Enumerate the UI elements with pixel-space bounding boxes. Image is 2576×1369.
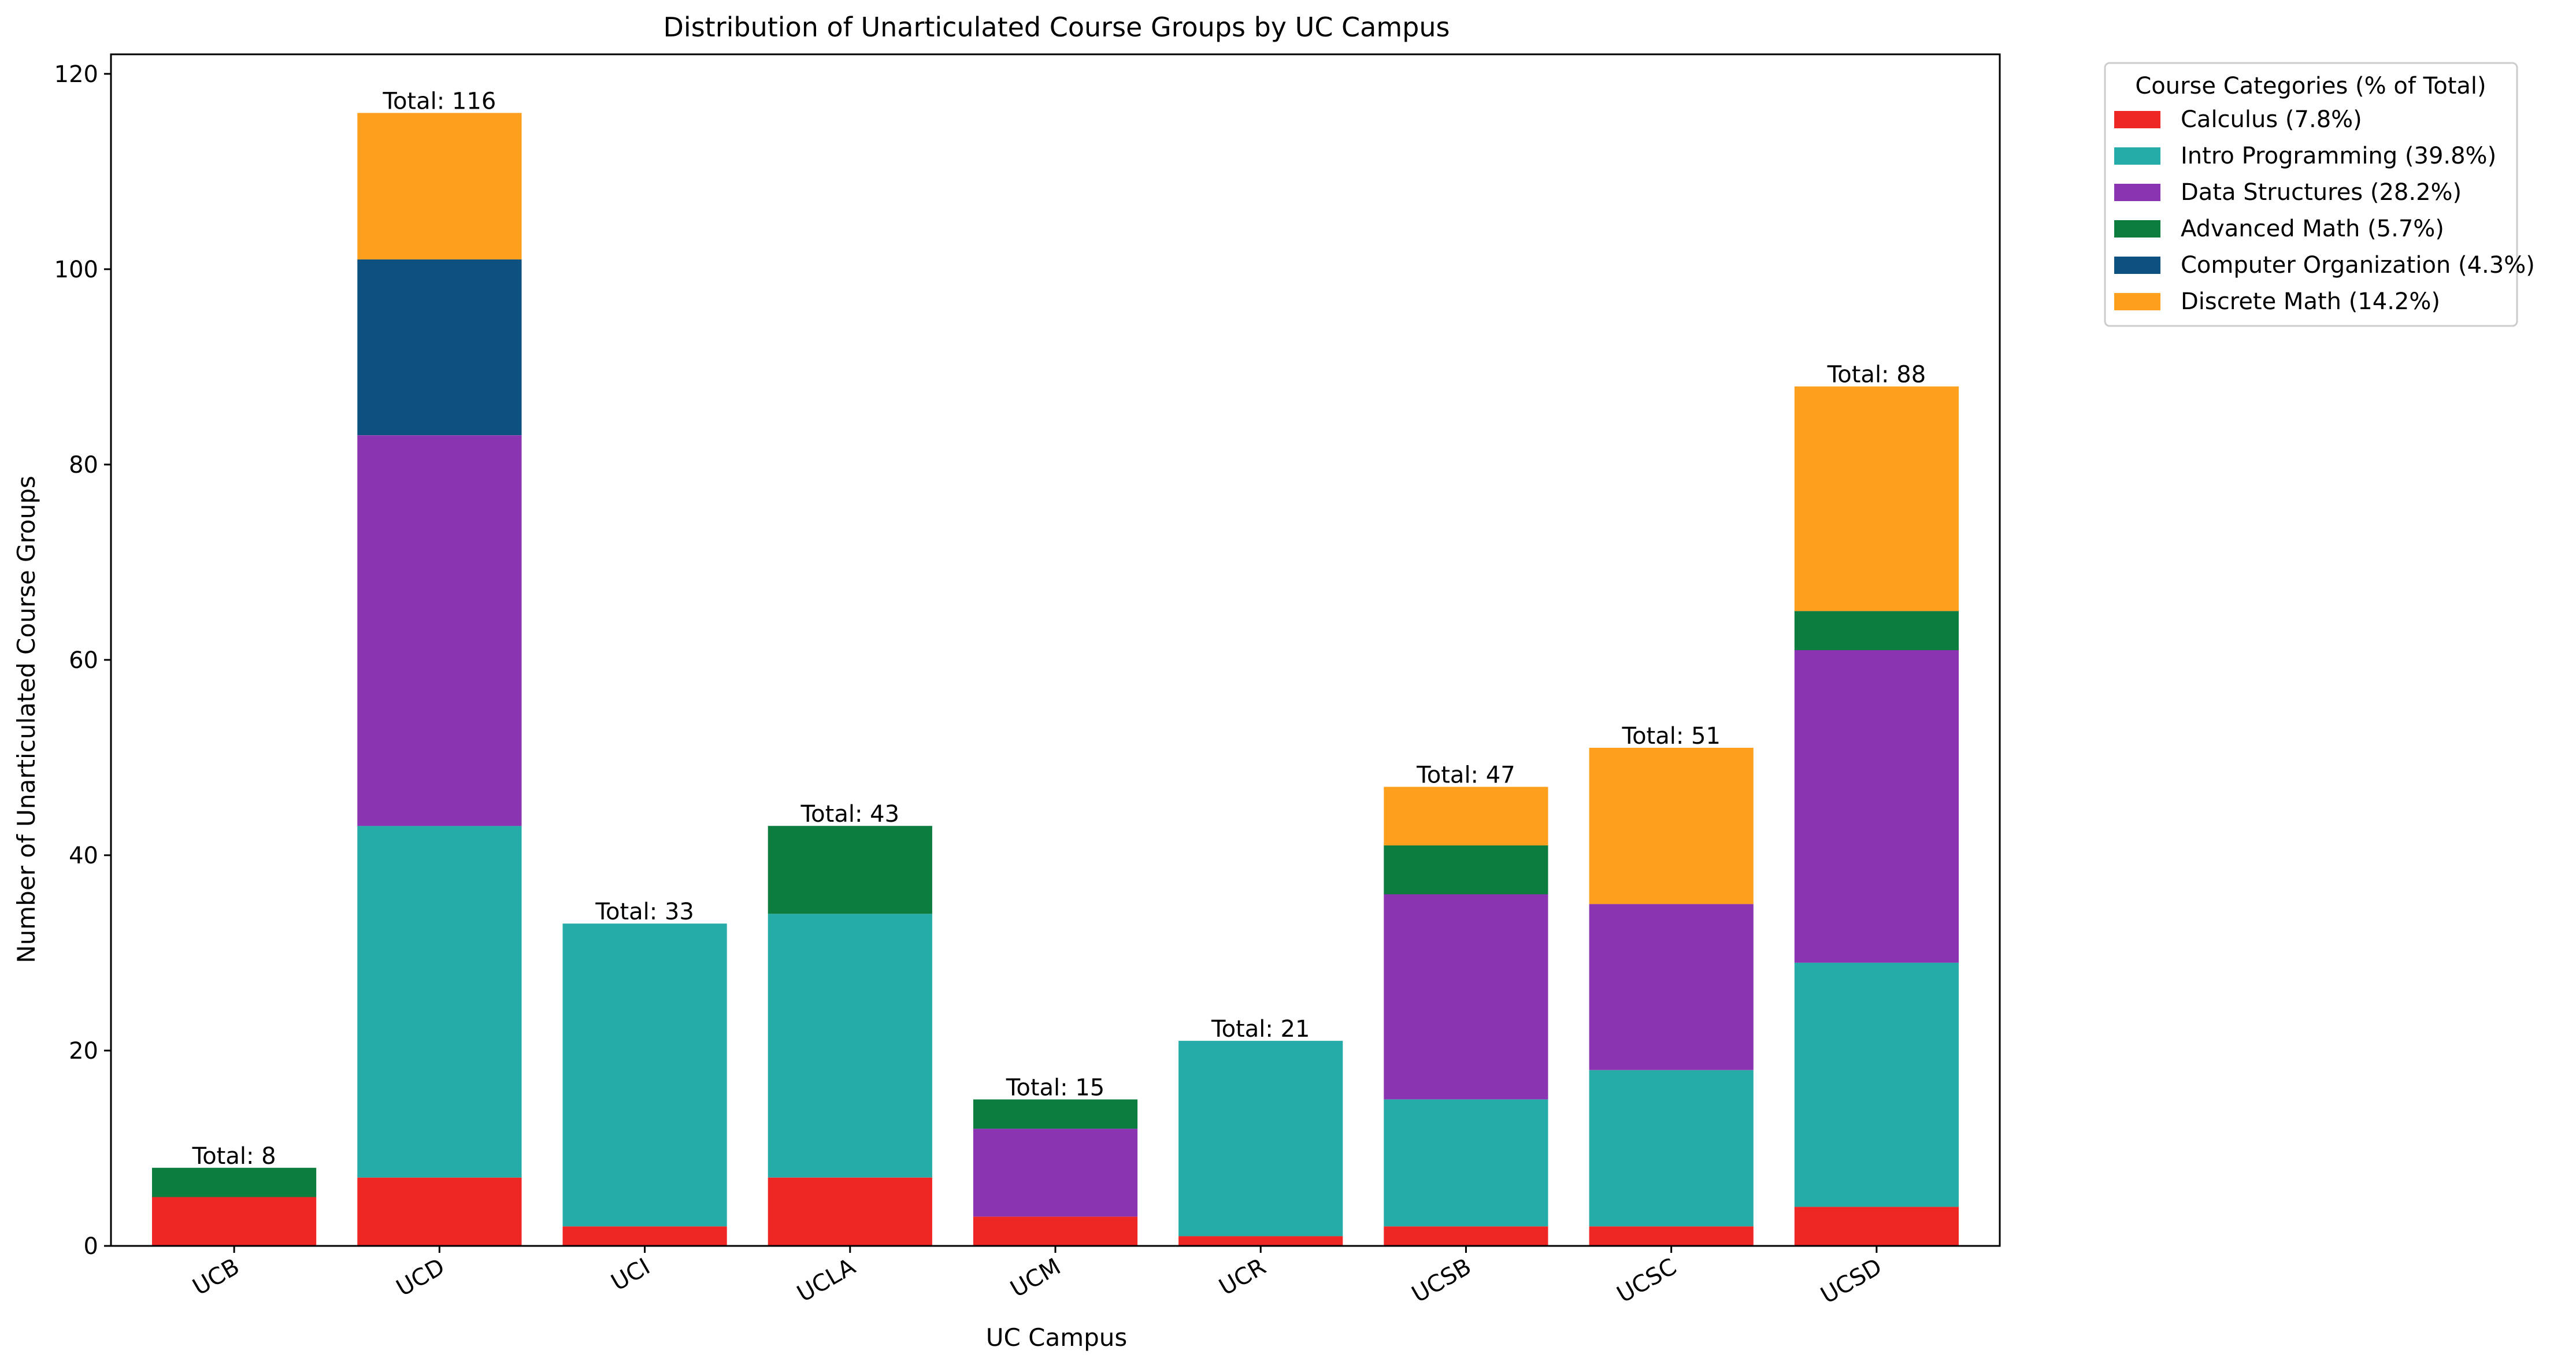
bar-segment-ucm-series-0 xyxy=(973,1216,1138,1246)
total-label-ucb: Total: 8 xyxy=(192,1143,276,1170)
bar-segment-ucd-series-0 xyxy=(357,1177,522,1246)
total-label-ucsb: Total: 47 xyxy=(1416,762,1515,789)
legend-entries: Calculus (7.8%) Intro Programming (39.8%)… xyxy=(2114,106,2535,315)
y-tick-label: 20 xyxy=(69,1038,98,1064)
legend-entry-label: Intro Programming (39.8%) xyxy=(2181,143,2496,169)
bar-segment-ucsb-series-0 xyxy=(1384,1226,1548,1246)
legend-title: Course Categories (% of Total) xyxy=(2135,73,2486,99)
bar-segment-ucd-series-1 xyxy=(357,826,522,1178)
bar-segment-ucd-series-4 xyxy=(357,259,522,436)
y-tick-label: 0 xyxy=(84,1233,98,1260)
y-tick-label: 40 xyxy=(69,843,98,869)
total-label-ucd: Total: 116 xyxy=(382,88,496,114)
bar-segment-ucr-series-0 xyxy=(1178,1236,1343,1246)
y-axis: 0 20 40 60 80 100 120 xyxy=(54,61,111,1260)
total-label-ucm: Total: 15 xyxy=(1006,1075,1105,1101)
bar-segment-uci-series-1 xyxy=(562,923,727,1227)
y-tick-label: 60 xyxy=(69,647,98,674)
legend-swatch xyxy=(2114,257,2160,274)
legend-frame xyxy=(2104,62,2518,327)
y-tick-label: 100 xyxy=(54,257,98,283)
bar-segment-ucsd-series-0 xyxy=(1794,1207,1959,1246)
legend-entry-label: Advanced Math (5.7%) xyxy=(2181,216,2444,242)
bar-segment-ucsc-series-1 xyxy=(1589,1070,1754,1227)
bar-segment-ucsb-series-5 xyxy=(1384,786,1548,845)
x-axis-label: UC Campus xyxy=(986,1323,1128,1352)
legend: Course Categories (% of Total) Calculus … xyxy=(2104,62,2535,327)
bar-segment-ucb-series-0 xyxy=(152,1197,317,1246)
y-tick-label: 120 xyxy=(54,61,98,88)
bar-segment-ucd-series-2 xyxy=(357,435,522,826)
plot-area: Total: 8 Total: 116 Total: 33 Total: 43 Tota… xyxy=(110,53,2001,1247)
bar-segment-ucla-series-1 xyxy=(768,914,932,1178)
y-axis-label: Number of Unarticulated Course Groups xyxy=(12,476,40,963)
bar-segment-ucm-series-3 xyxy=(973,1099,1138,1129)
legend-swatch xyxy=(2114,111,2160,128)
bar-segment-ucsd-series-3 xyxy=(1794,611,1959,650)
legend-entry-label: Discrete Math (14.2%) xyxy=(2181,288,2440,315)
legend-swatch xyxy=(2114,293,2160,310)
bar-segment-ucsb-series-3 xyxy=(1384,845,1548,895)
bar-segment-ucsd-series-1 xyxy=(1794,962,1959,1207)
bar-segment-ucsc-series-0 xyxy=(1589,1226,1754,1246)
bar-segment-ucr-series-1 xyxy=(1178,1041,1343,1237)
bar-segment-ucla-series-0 xyxy=(768,1177,932,1246)
bar-segment-ucsc-series-5 xyxy=(1589,748,1754,904)
legend-swatch xyxy=(2114,147,2160,165)
bar-segment-ucsb-series-1 xyxy=(1384,1099,1548,1227)
bar-segment-uci-series-0 xyxy=(562,1226,727,1246)
total-label-ucr: Total: 21 xyxy=(1211,1016,1310,1042)
bar-segment-ucsd-series-2 xyxy=(1794,650,1959,963)
bar-segment-ucla-series-3 xyxy=(768,826,932,914)
legend-swatch xyxy=(2114,220,2160,238)
legend-entry-label: Calculus (7.8%) xyxy=(2181,106,2362,133)
bar-segment-ucd-series-5 xyxy=(357,113,522,259)
legend-entry-label: Computer Organization (4.3%) xyxy=(2181,252,2535,279)
y-tick-label: 80 xyxy=(69,452,98,478)
bar-segment-ucsc-series-2 xyxy=(1589,904,1754,1070)
bar-segment-ucm-series-2 xyxy=(973,1129,1138,1217)
bar-segment-ucsd-series-5 xyxy=(1794,386,1959,611)
chart-title: Distribution of Unarticulated Course Gro… xyxy=(664,12,1450,43)
total-label-ucsc: Total: 51 xyxy=(1621,723,1721,750)
total-label-uci: Total: 33 xyxy=(595,899,694,925)
legend-swatch xyxy=(2114,184,2160,201)
bar-segment-ucsb-series-2 xyxy=(1384,894,1548,1100)
legend-entry-label: Data Structures (28.2%) xyxy=(2181,179,2462,206)
total-label-ucsd: Total: 88 xyxy=(1827,362,1926,388)
bar-segment-ucb-series-3 xyxy=(152,1167,317,1197)
total-label-ucla: Total: 43 xyxy=(800,801,900,828)
